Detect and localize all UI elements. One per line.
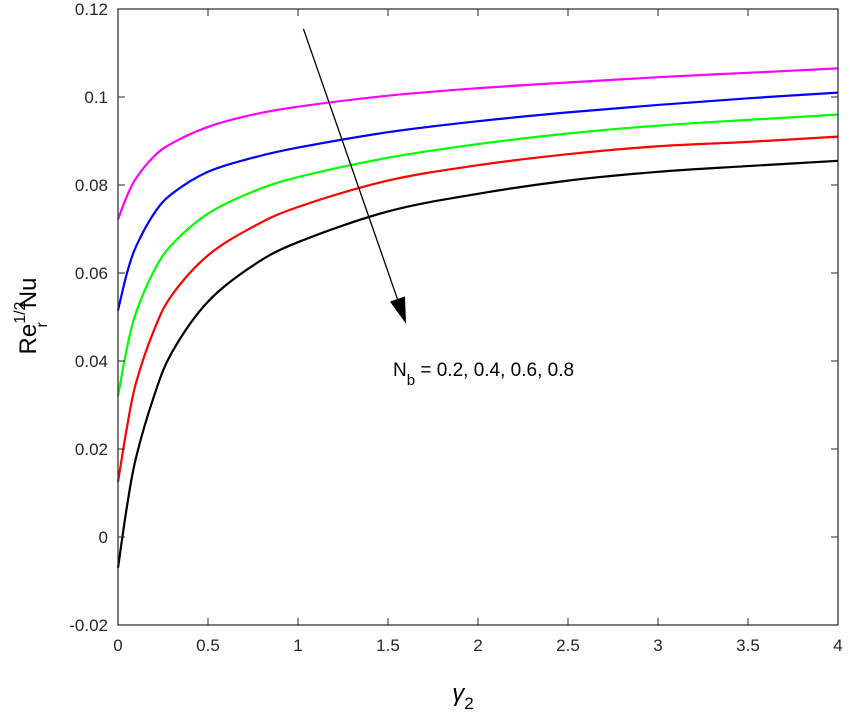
annotation-nb: Nb = 0.2, 0.4, 0.6, 0.8 (393, 360, 574, 389)
x-tick-label: 2 (473, 636, 482, 655)
series-line-5 (116, 159, 839, 568)
y-tick-label: 0.1 (84, 88, 108, 107)
x-axis-title-sub: 2 (464, 694, 473, 713)
y-axis-title-tail: Nu (15, 278, 42, 309)
x-tick-label: 0.5 (196, 636, 220, 655)
y-tick-label: 0.04 (75, 352, 108, 371)
x-axis-title: γ2 (452, 680, 473, 713)
y-tick-label: 0 (99, 528, 108, 547)
arrow-shaft (302, 28, 399, 300)
x-tick-label: 1.5 (376, 636, 400, 655)
y-tick-label: 0.08 (75, 176, 108, 195)
y-tick-label: 0.06 (75, 264, 108, 283)
x-tick-label: 2.5 (556, 636, 580, 655)
arrow-head-icon (389, 296, 406, 324)
x-tick-label: 4 (833, 636, 842, 655)
y-tick-label: -0.02 (69, 616, 108, 635)
x-tick-label: 3 (653, 636, 662, 655)
y-axis-title: Re1/2 r Nu (12, 278, 51, 355)
x-tick-label: 0 (113, 636, 122, 655)
x-tick-label: 3.5 (736, 636, 760, 655)
series-group (116, 67, 839, 568)
series-line-3 (116, 113, 839, 397)
x-axis-title-base: γ (452, 680, 466, 707)
y-axis-title-sub: r (34, 322, 51, 328)
annotation-values: = 0.2, 0.4, 0.6, 0.8 (415, 360, 574, 381)
y-tick-label: 0.02 (75, 440, 108, 459)
trend-arrow (302, 28, 406, 324)
series-line-4 (116, 135, 839, 483)
plot-area (118, 9, 838, 625)
series-line-2 (116, 91, 839, 311)
series-line-1 (116, 67, 839, 220)
y-axis: -0.02 0 0.02 0.04 0.06 0.08 0.1 0.12 (69, 0, 838, 635)
x-tick-label: 1 (293, 636, 302, 655)
annotation-sub: b (407, 372, 415, 389)
annotation-base: N (393, 360, 407, 381)
y-tick-label: 0.12 (75, 0, 108, 19)
y-axis-title-base: Re (15, 324, 42, 355)
y-axis-title-sup: 1/2 (12, 301, 29, 323)
x-axis: 0 0.5 1 1.5 2 2.5 3 3.5 4 (113, 9, 843, 655)
